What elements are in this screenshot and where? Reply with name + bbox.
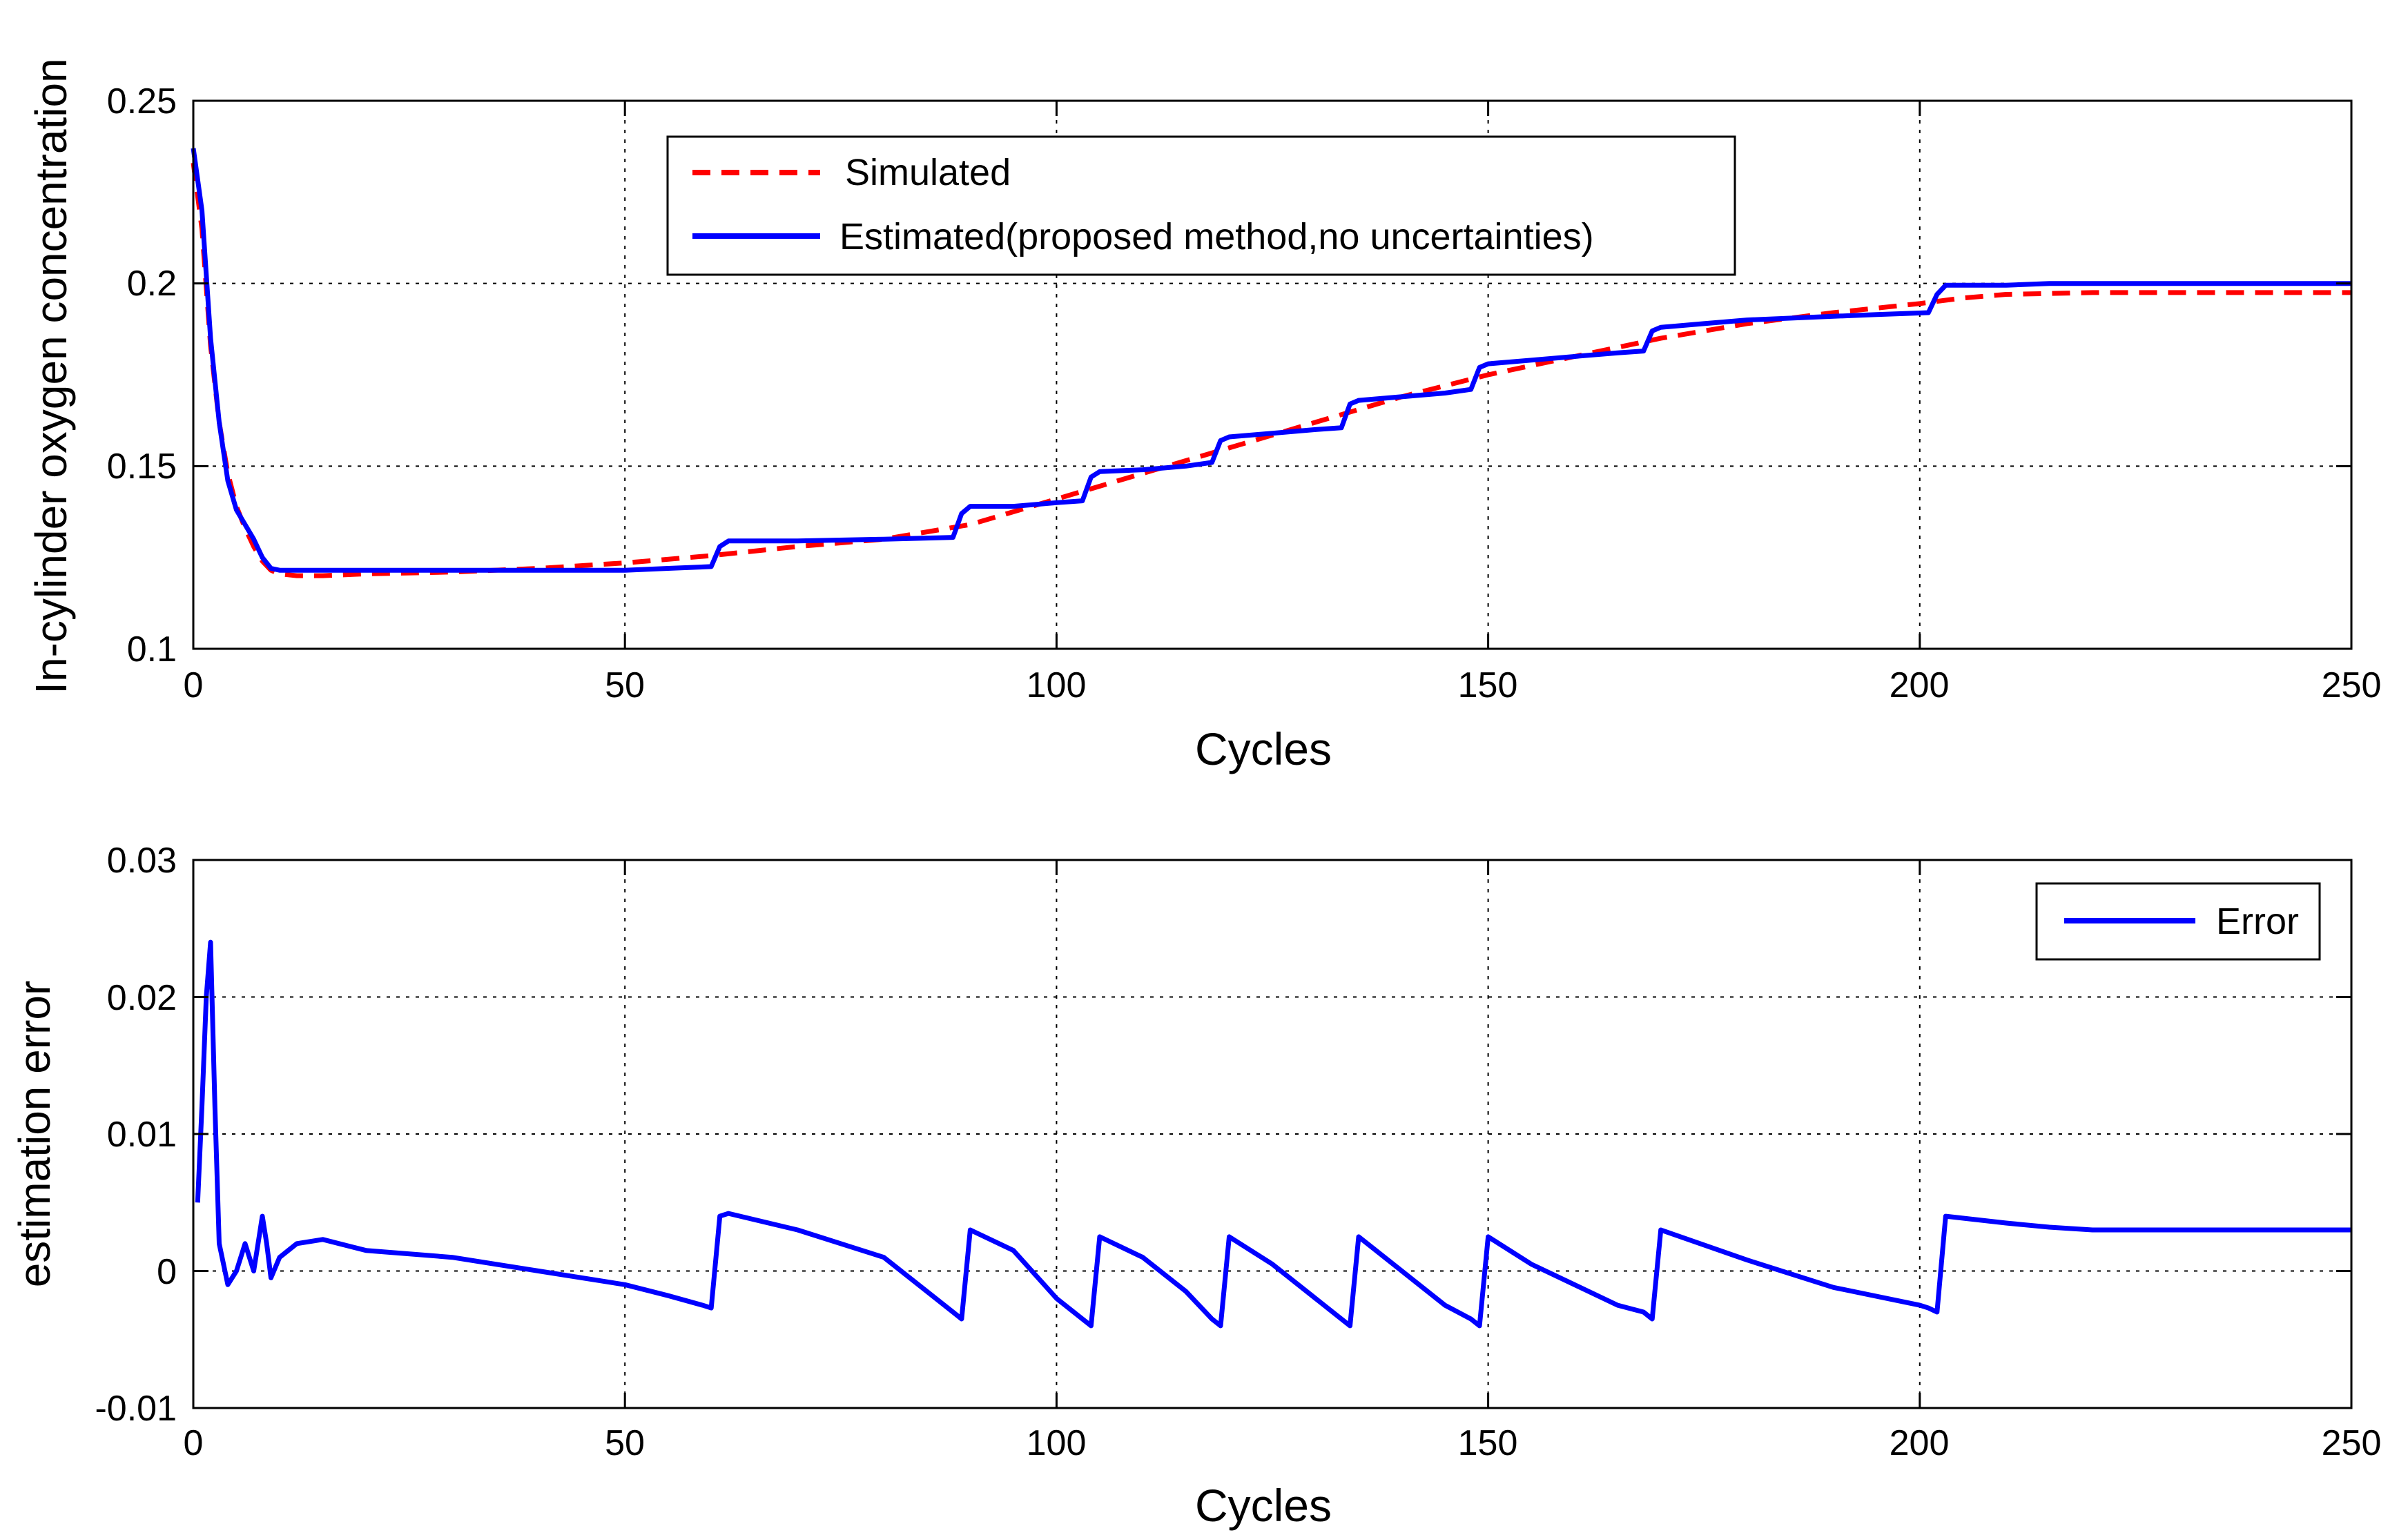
x-tick-label: 50 <box>605 665 645 705</box>
legend: Simulated Estimated(proposed method,no u… <box>666 135 1736 276</box>
y-tick-label: 0.15 <box>107 447 177 487</box>
ticks <box>192 99 2353 650</box>
x-tick-label: 0 <box>184 1423 204 1463</box>
oxygen-concentration-plot: 0 50 100 150 200 250 0.1 0.15 0.2 0.25 C… <box>26 58 2381 774</box>
x-tick-label: 50 <box>605 1423 645 1463</box>
y-tick-label: -0.01 <box>95 1389 177 1429</box>
legend-label-error: Error <box>2216 901 2299 942</box>
y-tick-label: 0.2 <box>127 264 177 304</box>
x-tick-label: 150 <box>1458 1423 1518 1463</box>
y-tick-label: 0.01 <box>107 1115 177 1155</box>
x-tick-labels: 0 50 100 150 200 250 <box>184 1423 2382 1463</box>
y-tick-label: 0.1 <box>127 629 177 669</box>
x-tick-labels: 0 50 100 150 200 250 <box>184 665 2382 705</box>
x-tick-label: 250 <box>2322 665 2382 705</box>
legend: Error <box>2035 882 2321 961</box>
series-group <box>191 148 2351 578</box>
y-tick-labels: 0.1 0.15 0.2 0.25 <box>107 81 177 669</box>
legend-box <box>666 135 1736 276</box>
x-tick-label: 100 <box>1027 665 1087 705</box>
series-line-error <box>195 939 2351 1329</box>
legend-label-simulated: Simulated <box>845 152 1011 193</box>
x-axis-label: Cycles <box>1195 723 1332 774</box>
y-tick-label: 0.02 <box>107 978 177 1018</box>
ticks <box>192 859 2353 1409</box>
series-line-estimated-proposed-method-no-uncertainties <box>191 148 2351 573</box>
y-axis-label: In-cylinder oxygen concentration <box>26 58 76 694</box>
x-tick-label: 250 <box>2322 1423 2382 1463</box>
y-tick-label: 0 <box>157 1252 177 1292</box>
x-axis-label: Cycles <box>1195 1480 1332 1531</box>
x-tick-label: 100 <box>1027 1423 1087 1463</box>
series-line-simulated <box>191 162 2351 578</box>
x-tick-label: 0 <box>184 665 204 705</box>
y-tick-labels: -0.01 0 0.01 0.02 0.03 <box>95 841 177 1429</box>
y-tick-label: 0.03 <box>107 841 177 881</box>
plot-area <box>193 860 2351 1408</box>
y-axis-label: estimation error <box>10 981 59 1288</box>
y-tick-label: 0.25 <box>107 81 177 121</box>
x-tick-label: 200 <box>1890 1423 1950 1463</box>
x-tick-label: 150 <box>1458 665 1518 705</box>
series-group <box>195 939 2351 1329</box>
estimation-error-plot: 0 50 100 150 200 250 -0.01 0 0.01 0.02 0… <box>10 841 2381 1531</box>
legend-label-estimated: Estimated(proposed method,no uncertainti… <box>839 216 1594 257</box>
x-tick-label: 200 <box>1890 665 1950 705</box>
axes-frame <box>192 99 2353 650</box>
